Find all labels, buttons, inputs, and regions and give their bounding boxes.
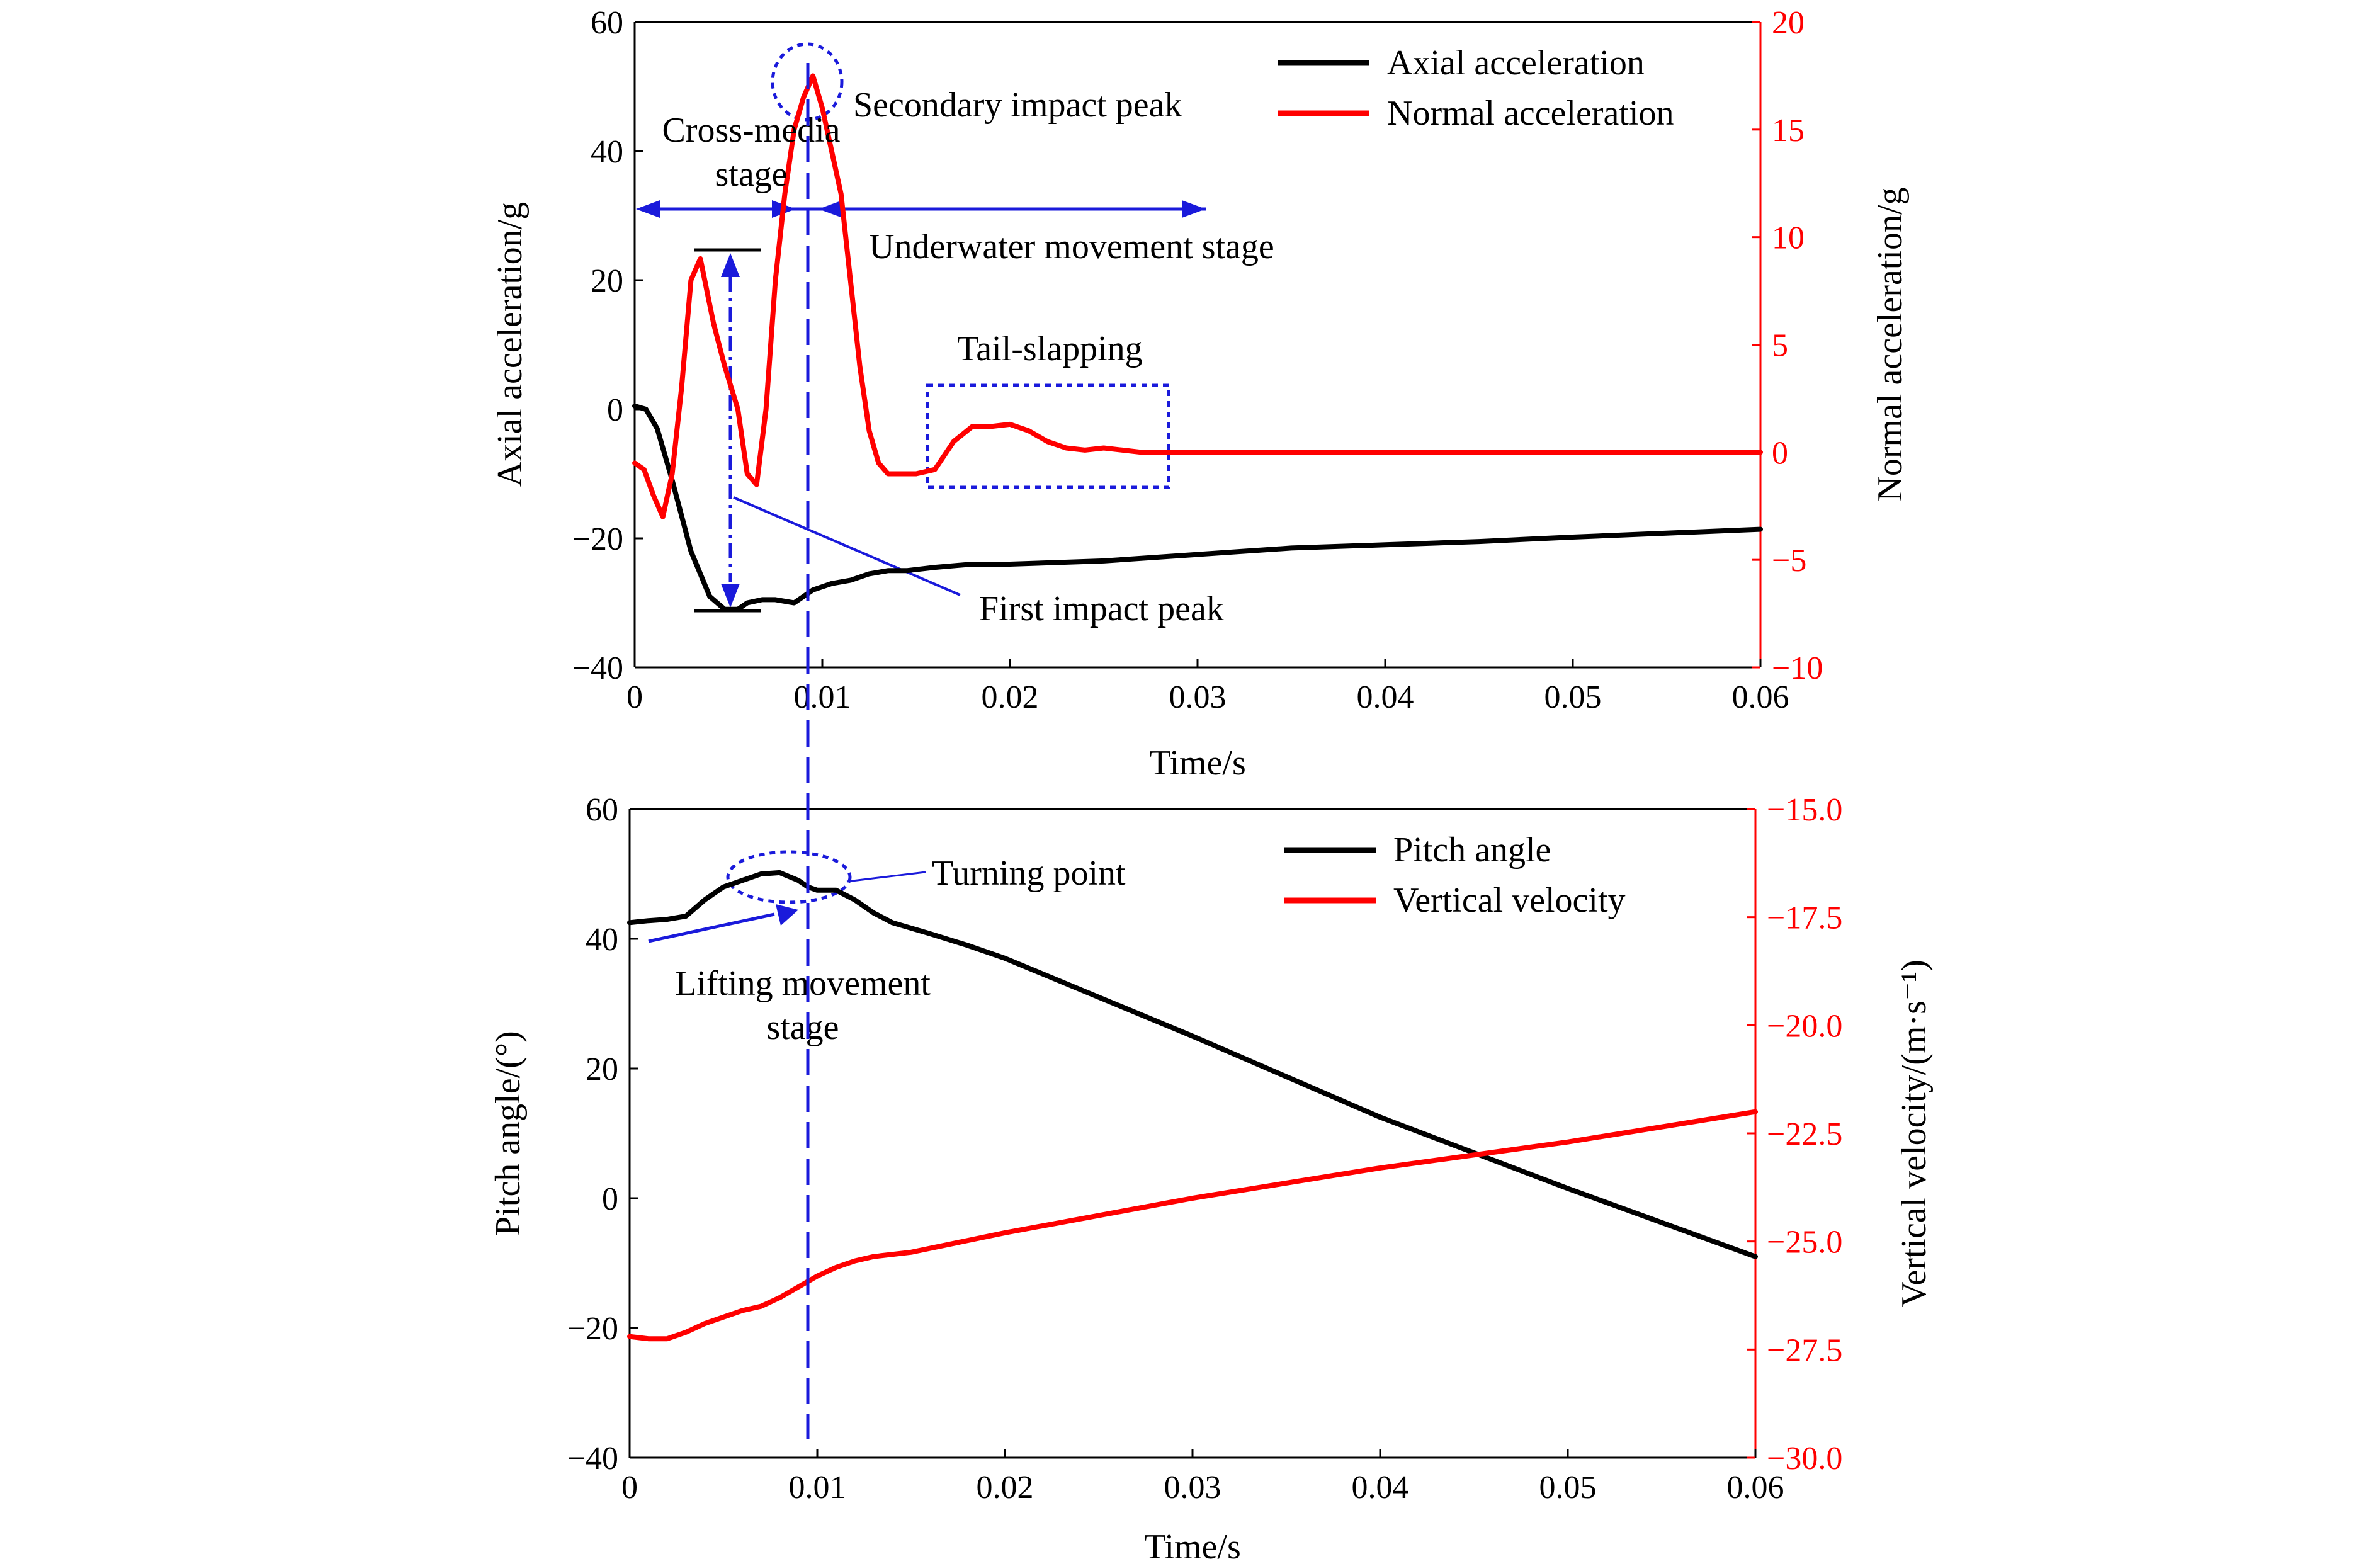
y2-tick-label: −30.0 [1767,1441,1842,1477]
x-tick-label: 0.02 [977,1470,1034,1505]
x-tick-label: 0 [626,679,643,715]
bottom-x-axis-label: Time/s [1144,1528,1241,1559]
x-tick-label: 0.03 [1164,1470,1221,1505]
y2-tick-label: 5 [1772,328,1788,364]
top-y-ticks: −40 −20 0 20 40 60 [572,5,643,686]
legend-normal-acceleration: Normal acceleration [1387,94,1674,133]
top-annotation-shapes [636,42,1206,613]
x-tick-label: 0.06 [1727,1470,1784,1505]
first-peak-arrow-up [721,253,740,277]
legend-vertical-velocity: Vertical velocity [1393,881,1626,920]
y2-tick-label: 15 [1772,113,1805,149]
y2-tick-label: −22.5 [1767,1116,1842,1152]
y-tick-label: −20 [572,521,623,557]
lifting-movement-label-line2: stage [766,1008,839,1047]
top-y2-axis-label: Normal acceleration/g [1871,187,1910,501]
first-peak-leader-line [733,496,961,596]
lifting-movement-label-line1: Lifting movement [675,964,931,1003]
underwater-movement-label: Underwater movement stage [869,227,1274,266]
y2-tick-label: 10 [1772,220,1805,256]
y-tick-label: −40 [572,650,623,686]
y2-tick-label: −5 [1772,543,1806,579]
lifting-arrow-line [648,912,775,943]
x-tick-label: 0.05 [1539,1470,1597,1505]
x-tick-label: 0.05 [1544,679,1602,715]
bottom-y-ticks: −40 −20 0 20 40 60 [567,792,638,1477]
top-series [632,73,1763,612]
turning-point-leader-line [846,871,926,883]
first-impact-peak-label: First impact peak [979,589,1224,628]
y-tick-label: 0 [607,392,623,428]
stage-arrow-head-left [636,200,660,218]
bottom-y2-ticks: −30.0 −27.5 −25.0 −22.5 −20.0 −17.5 −15.0 [1747,792,1842,1477]
x-tick-label: 0.02 [982,679,1039,715]
x-tick-label: 0.01 [794,679,851,715]
top-annotations-text: Secondary impact peak Cross-media stage … [662,86,1274,628]
bottom-series [627,870,1758,1342]
y2-tick-label: −27.5 [1767,1332,1842,1368]
y2-tick-label: −17.5 [1767,900,1842,936]
tail-slapping-box [926,383,1170,489]
y2-tick-label: −20.0 [1767,1008,1842,1044]
top-x-ticks: 0 0.01 0.02 0.03 0.04 0.05 0.06 [626,659,1789,715]
normal-acceleration-line [632,73,1763,519]
y-tick-label: 0 [602,1181,618,1217]
y-tick-label: 60 [591,5,623,41]
turning-point-ellipse [726,850,852,904]
y2-tick-label: 0 [1772,435,1788,471]
y-tick-label: 20 [586,1052,618,1087]
legend-axial-acceleration: Axial acceleration [1387,43,1645,82]
y2-tick-label: −25.0 [1767,1225,1842,1261]
bottom-annotation-shapes [648,850,926,943]
acceleration-chart: 0 0.01 0.02 0.03 0.04 0.05 0.06 −40−200204060 … [490,5,1910,783]
y-tick-label: 20 [591,263,623,299]
first-peak-arrow-down [721,584,740,608]
x-tick-label: 0.03 [1169,679,1227,715]
x-tick-label: 0.04 [1352,1470,1409,1505]
y-tick-label: −40 [567,1441,618,1477]
bottom-legend: Pitch angle Vertical velocity [1284,831,1626,920]
x-tick-label: 0.01 [789,1470,846,1505]
secondary-impact-peak-label: Secondary impact peak [853,86,1182,125]
y-tick-label: 40 [586,922,618,958]
y2-tick-label: −15.0 [1767,792,1842,828]
legend-pitch-angle: Pitch angle [1393,831,1551,870]
axial-acceleration-line [632,403,1763,612]
cross-media-label-line1: Cross-media [662,111,840,150]
lifting-arrow-head [776,904,798,926]
stage-arrow-head-right [1182,200,1206,218]
vertical-velocity-line [627,1109,1758,1342]
stage-arrow-head-mid-right [819,200,842,218]
y-tick-label: 60 [586,792,618,828]
y-tick-label: −20 [567,1311,618,1347]
pitch-velocity-chart: 0 0.01 0.02 0.03 0.04 0.05 0.06 −40−200204060 … [489,792,1934,1559]
x-tick-label: 0.04 [1357,679,1414,715]
turning-point-label: Turning point [932,854,1126,893]
x-tick-label: 0.06 [1732,679,1789,715]
bottom-y2-axis-label: Vertical velocity/(m·s⁻¹) [1895,960,1934,1307]
bottom-y-axis-label: Pitch angle/(°) [489,1031,528,1236]
y-tick-label: 40 [591,134,623,170]
bottom-annotations-text: Turning point Lifting movement stage [675,854,1126,1047]
top-y-axis-label: Axial acceleration/g [490,202,530,487]
tail-slapping-label: Tail-slapping [957,329,1143,368]
pitch-angle-line [627,870,1758,1259]
top-y2-ticks: −10 −5 0 5 10 15 20 [1752,5,1823,686]
cross-media-label-line2: stage [715,155,787,194]
top-x-axis-label: Time/s [1149,744,1246,783]
x-tick-label: 0 [621,1470,638,1505]
y2-tick-label: −10 [1772,650,1823,686]
y2-tick-label: 20 [1772,5,1805,41]
top-legend: Axial acceleration Normal acceleration [1278,43,1674,133]
bottom-x-ticks: 0 0.01 0.02 0.03 0.04 0.05 0.06 [621,1449,1784,1505]
